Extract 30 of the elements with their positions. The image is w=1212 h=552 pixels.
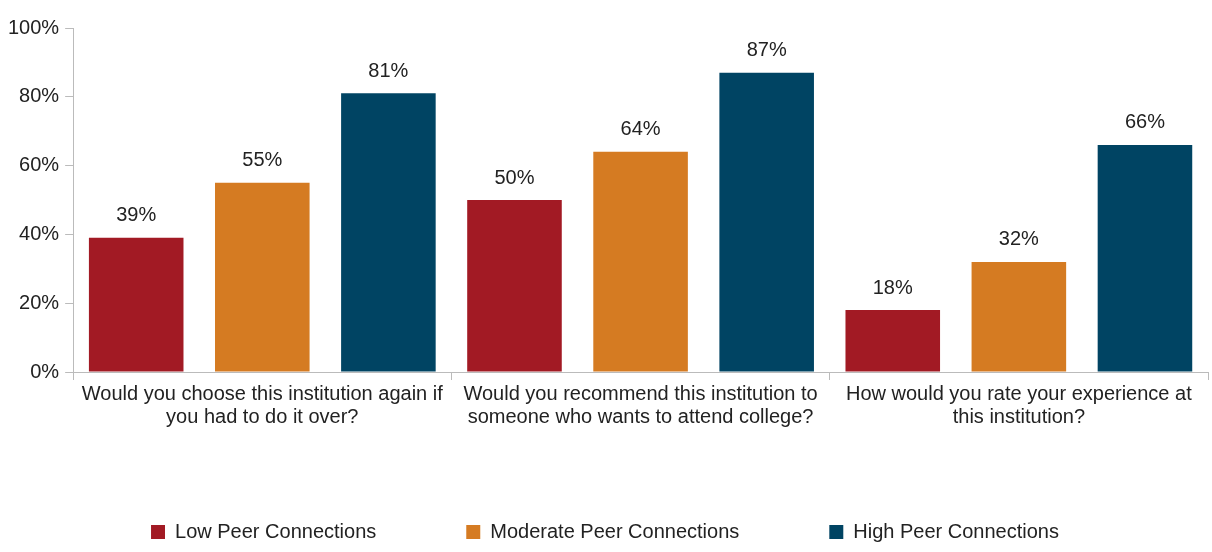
bar <box>88 237 184 372</box>
bar <box>467 200 562 372</box>
data-label: 32% <box>998 227 1040 250</box>
y-tick-label: 0% <box>30 359 60 382</box>
bar <box>971 261 1067 372</box>
x-tick-label: Would you choose this institution again if you had to do it over? <box>81 382 444 428</box>
bar <box>593 151 688 372</box>
data-label: 39% <box>116 203 157 226</box>
y-tick-label: 20% <box>19 290 60 313</box>
legend-label: Low Peer Connections <box>175 519 377 542</box>
bar <box>845 310 941 372</box>
bar <box>1097 144 1193 372</box>
y-tick-label: 80% <box>19 84 60 107</box>
data-label: 66% <box>1124 110 1166 133</box>
data-label: 81% <box>368 58 409 81</box>
data-label: 64% <box>620 117 661 140</box>
x-tick-label: How would you rate your experience at this institution? <box>845 382 1193 428</box>
y-tick-label: 40% <box>19 221 60 244</box>
data-label: 55% <box>242 148 283 171</box>
y-tick-label: 100% <box>8 15 60 38</box>
legend-label: Moderate Peer Connections <box>490 519 740 542</box>
bar <box>341 93 436 372</box>
legend-label: High Peer Connections <box>853 519 1059 542</box>
bar <box>215 182 310 372</box>
y-tick-label: 60% <box>19 153 60 176</box>
x-tick-label: Would you recommend this institution to someone who wants to attend college? <box>463 382 818 428</box>
data-label: 87% <box>746 38 787 61</box>
data-label: 18% <box>872 275 913 298</box>
bar <box>719 72 814 372</box>
data-label: 50% <box>494 165 535 188</box>
